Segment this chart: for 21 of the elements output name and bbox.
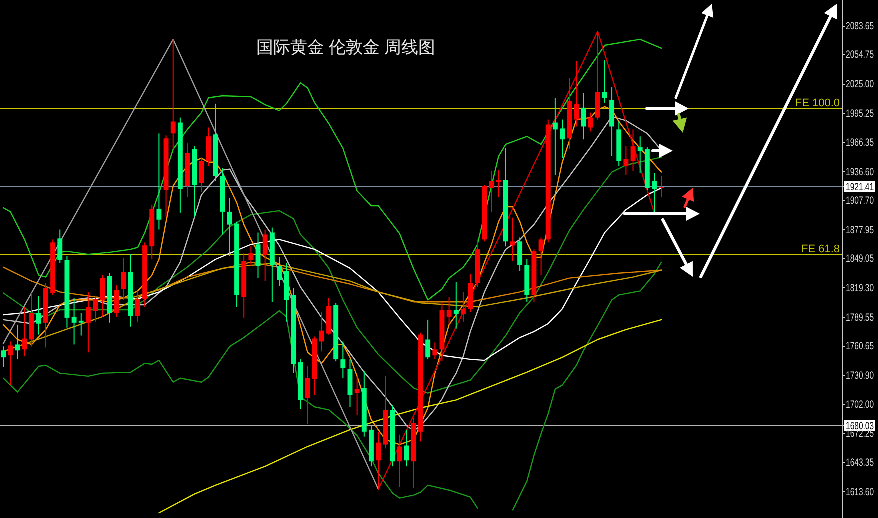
y-tick-label: 2054.75 — [846, 49, 874, 61]
y-tick-label: 2083.65 — [846, 20, 874, 32]
y-tick-label: 1702.00 — [846, 398, 874, 410]
y-tick-label: 1760.65 — [846, 340, 874, 352]
y-tick-label: 1680.03 — [846, 420, 874, 432]
y-tick-label: 1877.95 — [846, 224, 874, 236]
y-tick-label: 1643.35 — [846, 456, 874, 468]
y-tick-label: 1819.30 — [846, 282, 874, 294]
y-tick-label: 1849.05 — [846, 252, 874, 264]
ref-label: FE 61.8 — [801, 244, 840, 256]
y-tick-label: 1907.70 — [846, 194, 874, 206]
title: 国际黄金 伦敦金 周线图 — [256, 38, 436, 57]
y-tick-label: 1966.35 — [846, 136, 874, 148]
y-tick-label: 2025.00 — [846, 78, 874, 90]
y-tick-label: 1936.60 — [846, 166, 874, 178]
y-tick-label: 1613.60 — [846, 486, 874, 498]
y-tick-label: 1995.25 — [846, 108, 874, 120]
ref-label: FE 100.0 — [795, 98, 840, 110]
y-tick-label: 1789.55 — [846, 312, 874, 324]
y-tick-label: 1921.41 — [846, 181, 874, 193]
y-tick-label: 1730.90 — [846, 370, 874, 382]
